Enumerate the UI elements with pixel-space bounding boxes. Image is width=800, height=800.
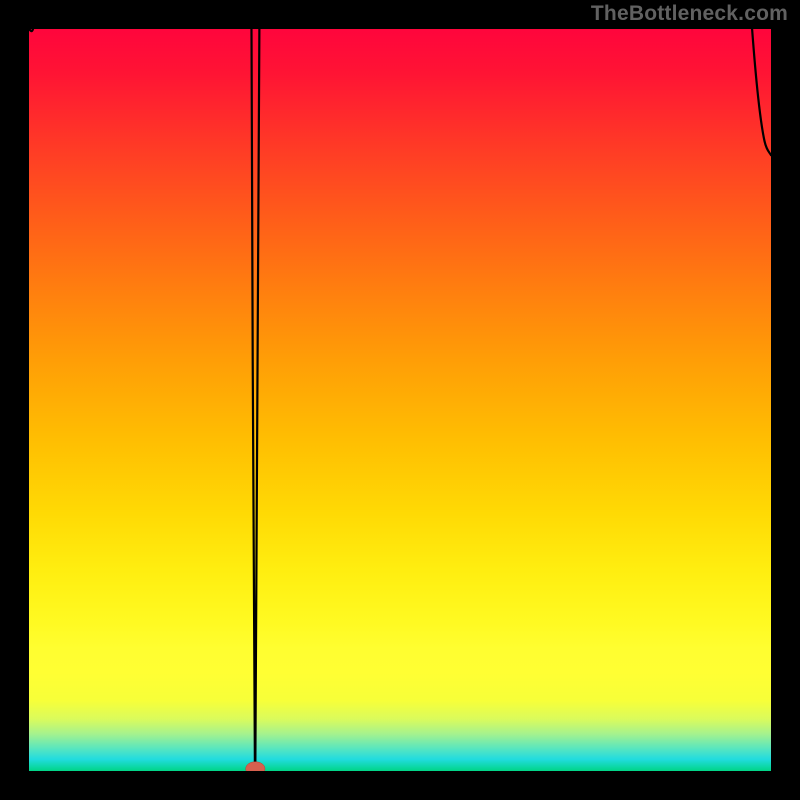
chart-stage: TheBottleneck.com	[0, 0, 800, 800]
watermark-text: TheBottleneck.com	[591, 2, 788, 26]
bottleneck-chart	[0, 0, 800, 800]
chart-plot-background	[29, 29, 771, 771]
